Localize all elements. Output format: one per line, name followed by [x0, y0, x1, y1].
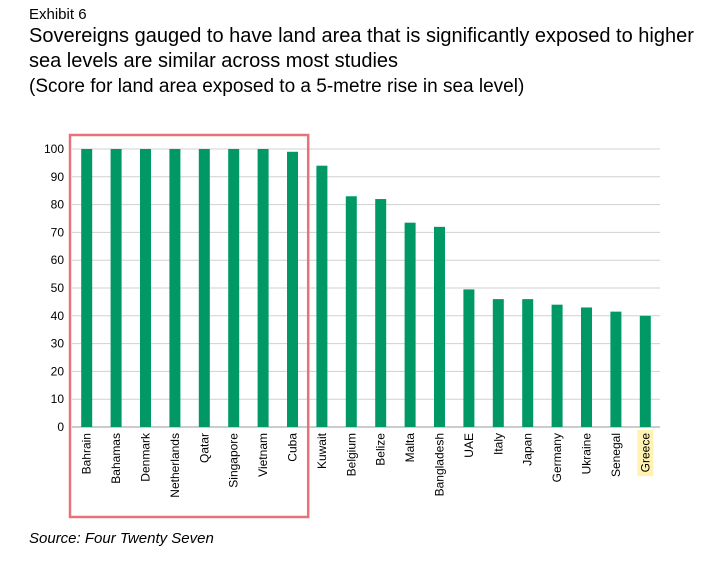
x-tick-label: Germany — [550, 433, 564, 482]
bar-malta — [404, 222, 416, 427]
y-tick-label: 90 — [51, 170, 65, 184]
y-tick-label: 10 — [51, 392, 65, 406]
y-tick-label: 40 — [51, 309, 65, 323]
x-tick-label: Bahamas — [109, 433, 123, 484]
bar-germany — [551, 304, 563, 427]
y-tick-label: 70 — [51, 225, 65, 239]
bar-denmark — [140, 149, 151, 427]
x-tick-label: Bangladesh — [433, 433, 447, 496]
x-tick-label: Singapore — [227, 433, 241, 488]
y-tick-label: 100 — [44, 142, 64, 156]
x-tick-label: Qatar — [197, 433, 211, 463]
x-label-highlight — [637, 430, 654, 477]
y-tick-label: 30 — [51, 337, 65, 351]
y-tick-label: 50 — [51, 281, 65, 295]
bar-netherlands — [169, 149, 181, 427]
bar-belize — [375, 199, 387, 427]
x-tick-label: Italy — [491, 433, 505, 455]
exhibit-label: Exhibit 6 — [29, 6, 87, 23]
bar-japan — [522, 299, 534, 427]
bar-belgium — [345, 196, 357, 427]
x-tick-label: Netherlands — [168, 433, 182, 498]
bar-senegal — [610, 311, 622, 427]
x-tick-label: Denmark — [139, 432, 153, 482]
bar-uae — [463, 289, 475, 427]
x-tick-label: Belize — [374, 433, 388, 466]
bar-bahamas — [110, 149, 122, 427]
x-tick-label: Cuba — [286, 433, 300, 462]
x-tick-label: UAE — [462, 433, 476, 458]
x-tick-label: Malta — [403, 433, 417, 463]
bar-ukraine — [581, 307, 592, 427]
bar-cuba — [287, 151, 298, 427]
x-tick-label: Greece — [638, 433, 652, 473]
bar-kuwait — [316, 165, 328, 427]
bar-vietnam — [257, 149, 269, 427]
x-tick-label: Vietnam — [256, 433, 270, 477]
x-tick-label: Japan — [521, 433, 535, 466]
bar-qatar — [198, 149, 210, 427]
chart-subtitle: (Score for land area exposed to a 5-metr… — [29, 76, 525, 97]
x-tick-label: Ukraine — [580, 433, 594, 475]
bars — [81, 149, 651, 427]
bar-singapore — [228, 149, 240, 427]
y-tick-label: 80 — [51, 198, 65, 212]
y-tick-label: 20 — [51, 364, 65, 378]
x-tick-label: Belgium — [344, 433, 358, 476]
x-tick-label: Kuwait — [315, 432, 329, 469]
gridlines — [72, 148, 660, 428]
x-axis-labels: Bahrain Bahamas Denmark Netherlands Qatar Sin… — [80, 430, 654, 498]
y-tick-label: 0 — [57, 420, 64, 434]
y-axis: 0 10 20 30 40 50 60 70 80 90 100 — [44, 142, 64, 434]
y-tick-label: 60 — [51, 253, 65, 267]
bar-greece — [639, 315, 651, 427]
bar-bangladesh — [434, 226, 445, 427]
bar-bahrain — [81, 149, 93, 427]
highlight-box — [68, 133, 310, 519]
bar-italy — [492, 299, 504, 427]
source-note: Source: Four Twenty Seven — [29, 530, 214, 547]
x-tick-label: Senegal — [609, 433, 623, 477]
x-tick-label: Bahrain — [80, 433, 94, 474]
chart-title: Sovereigns gauged to have land area that… — [29, 25, 694, 72]
highlight-group — [68, 133, 310, 519]
